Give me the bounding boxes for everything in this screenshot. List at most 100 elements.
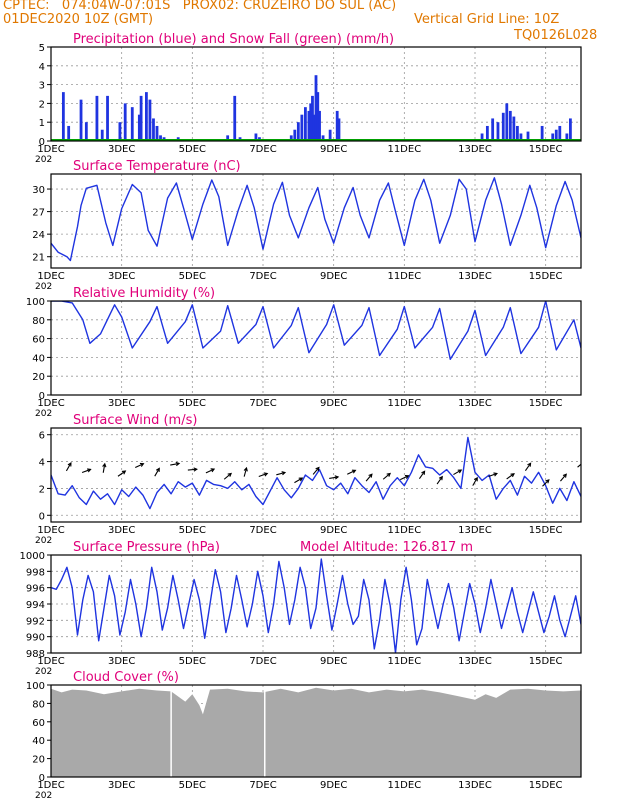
header-grid-note: Vertical Grid Line: 10Z (414, 12, 560, 27)
wind-arrow (276, 471, 287, 476)
y-tick-label: 80 (32, 316, 45, 327)
wind-arrow-shaft (453, 469, 462, 476)
x-tick-label: 15DEC (529, 656, 563, 667)
wind-arrow (135, 462, 145, 469)
x-tick-label: 3DEC (108, 656, 135, 667)
x-tick-label: 11DEC (387, 656, 421, 667)
precip-bar (84, 122, 88, 141)
header-date: 01DEC2020 10Z (GMT) (3, 12, 154, 27)
panel-title: Surface Temperature (nC) (73, 159, 241, 174)
plot-frame (50, 554, 582, 654)
wind-arrow-shaft (81, 468, 91, 474)
precip-bar (118, 122, 122, 141)
wind-arrow (154, 467, 160, 477)
wind-arrow (170, 461, 181, 467)
wind-arrow-head (87, 468, 92, 473)
panel-title: Surface Wind (m/s) (73, 413, 197, 428)
precip-bar (551, 133, 555, 141)
precip-bar (106, 95, 109, 141)
wind-arrow (524, 462, 532, 471)
plot-frame (50, 300, 582, 396)
precip-bar (512, 116, 516, 141)
y-tick-label: 1000 (20, 551, 45, 562)
y-tick-label: 0 (39, 773, 45, 784)
y-tick-label: 27 (32, 208, 45, 219)
wind-arrow-head (121, 470, 127, 475)
y-tick-label: 20 (32, 755, 45, 766)
wind-arrow (102, 462, 107, 473)
precip-bar (335, 110, 339, 141)
x-tick-label: 3DEC (108, 780, 135, 791)
x-tick-label: 9DEC (320, 656, 347, 667)
x-tick-label: 9DEC (320, 271, 347, 282)
wind-arrow-head (263, 472, 269, 477)
wind-arrow-shaft (65, 462, 72, 472)
panel-wind: 1DEC 3DEC 5DEC 7DEC 9DEC 11DEC 13DEC 15DEC20202… (35, 413, 582, 546)
precip-bar (485, 125, 489, 141)
wind-arrow-shaft (506, 473, 515, 480)
y-tick-label: 0 (39, 511, 45, 522)
series-precip (51, 75, 581, 141)
x-tick-label: 1DEC (37, 398, 64, 409)
y-tick-label: 3 (39, 81, 45, 92)
x-tick-label: 15DEC (529, 144, 563, 155)
precip-bar (554, 129, 558, 141)
wind-arrow-head (102, 462, 107, 468)
wind-arrow-shaft (418, 470, 426, 480)
precip-bar (328, 129, 332, 141)
precip-bar (148, 99, 152, 141)
y-tick-label: 996 (26, 584, 45, 595)
year-fragment: 202 (35, 282, 52, 292)
precip-bar (159, 135, 162, 141)
precip-bar (565, 133, 569, 141)
panel-cloud: 1DEC 3DEC 5DEC 7DEC 9DEC 11DEC 13DEC 15DEC20202… (26, 670, 582, 800)
wind-arrow-head (139, 462, 145, 467)
precip-bar (100, 129, 104, 141)
wind-arrow-head (334, 475, 340, 480)
wind-arrow-head (155, 467, 160, 472)
precip-bar (254, 133, 258, 141)
wind-arrow-shaft (258, 472, 268, 478)
precip-bar (318, 110, 321, 141)
precip-bar (296, 122, 300, 141)
header-line-1: CPTEC: 074:04W-07:01S PROX02: CRUZEIRO D… (3, 0, 397, 13)
precip-bar (505, 103, 509, 141)
x-tick-label: 5DEC (179, 656, 206, 667)
precip-bar (316, 92, 320, 141)
x-tick-label: 11DEC (387, 144, 421, 155)
x-tick-label: 5DEC (179, 780, 206, 791)
year-fragment: 202 (35, 791, 52, 800)
plot-frame (50, 46, 582, 142)
x-tick-label: 13DEC (458, 656, 492, 667)
wind-arrow-head (404, 475, 410, 479)
precip-bar (304, 107, 307, 141)
wind-arrow (347, 469, 357, 475)
plot-frame (50, 173, 582, 269)
year-fragment: 202 (35, 536, 52, 546)
precip-bar (558, 125, 562, 141)
y-tick-label: 30 (32, 185, 45, 196)
wind-arrow (488, 472, 498, 478)
precip-bar (314, 75, 318, 141)
precip-bar (67, 125, 71, 141)
panel-humidity: 1DEC 3DEC 5DEC 7DEC 9DEC 11DEC 13DEC 15DEC20202… (26, 286, 582, 419)
plot-frame (50, 427, 582, 523)
x-tick-label: 15DEC (529, 271, 563, 282)
x-tick-label: 5DEC (179, 525, 206, 536)
x-tick-label: 13DEC (458, 780, 492, 791)
x-tick-label: 15DEC (529, 780, 563, 791)
wind-arrow-shaft (577, 463, 581, 468)
wind-arrow-shaft (400, 475, 409, 481)
series-cloud (51, 687, 581, 777)
x-tick-label: 1DEC (37, 144, 64, 155)
wind-line (51, 436, 581, 510)
wind-arrow-head (510, 473, 515, 478)
x-tick-label: 3DEC (108, 144, 135, 155)
precip-bar (516, 125, 519, 141)
panel-title: Cloud Cover (%) (73, 670, 179, 685)
wind-arrow-head (315, 466, 320, 472)
wind-arrow-shaft (102, 463, 106, 473)
precip-bar (300, 114, 304, 141)
wind-arrow (117, 470, 127, 477)
wind-arrow-shaft (170, 462, 180, 466)
